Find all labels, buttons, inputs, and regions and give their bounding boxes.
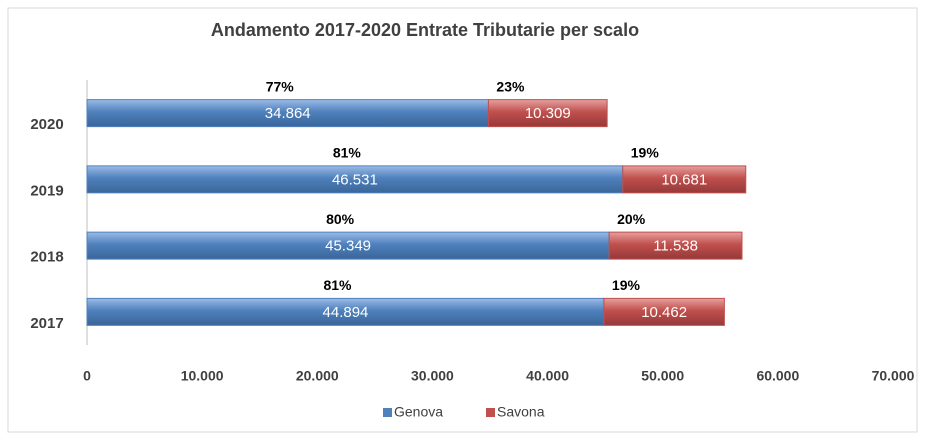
value-label: 34.864 xyxy=(265,105,311,122)
value-label: 10.681 xyxy=(661,171,707,188)
share-label: 19% xyxy=(612,277,641,293)
value-label: 11.538 xyxy=(653,238,698,255)
x-tick-label: 0 xyxy=(83,368,91,384)
chart-title: Andamento 2017-2020 Entrate Tributarie p… xyxy=(211,20,639,40)
value-label: 10.309 xyxy=(525,105,571,122)
bar-segment xyxy=(86,99,489,128)
chart-border xyxy=(7,7,918,433)
value-label: 10.462 xyxy=(641,304,687,321)
value-label: 44.894 xyxy=(323,304,369,321)
legend-swatch xyxy=(383,408,392,417)
bar-segment xyxy=(86,231,610,260)
legend-label: Genova xyxy=(394,404,443,420)
share-label: 77% xyxy=(266,78,295,94)
x-tick-label: 50.000 xyxy=(641,368,684,384)
value-label: 46.531 xyxy=(332,171,378,188)
bar-segment xyxy=(608,231,743,260)
legend-label: Savona xyxy=(497,404,545,420)
bar-segment xyxy=(86,165,624,194)
bar-segment xyxy=(86,297,605,326)
share-label: 81% xyxy=(323,277,352,293)
x-tick-label: 10.000 xyxy=(181,368,224,384)
bar-segment xyxy=(622,165,747,194)
y-tick-label: 2020 xyxy=(30,116,63,133)
y-tick-label: 2017 xyxy=(30,315,63,332)
share-label: 23% xyxy=(496,78,525,94)
y-tick-label: 2018 xyxy=(30,249,63,266)
share-label: 19% xyxy=(631,145,660,161)
x-tick-label: 20.000 xyxy=(296,368,339,384)
share-label: 20% xyxy=(617,211,646,227)
bar-segment xyxy=(487,99,608,128)
x-tick-label: 40.000 xyxy=(526,368,569,384)
x-tick-label: 30.000 xyxy=(411,368,454,384)
x-tick-label: 60.000 xyxy=(756,368,799,384)
legend-swatch xyxy=(486,408,495,417)
y-tick-label: 2019 xyxy=(30,182,63,199)
x-tick-label: 70.000 xyxy=(872,368,915,384)
share-label: 81% xyxy=(333,145,362,161)
bar-segment xyxy=(603,297,725,326)
share-label: 80% xyxy=(326,211,355,227)
value-label: 45.349 xyxy=(325,238,371,255)
